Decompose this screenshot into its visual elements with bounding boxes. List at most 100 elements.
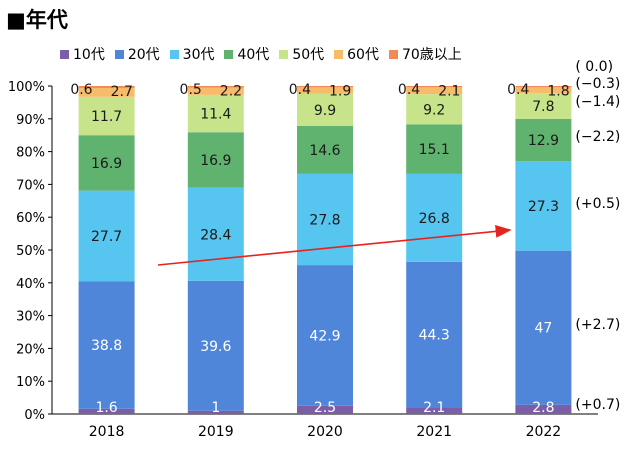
bar-segment — [78, 96, 135, 136]
bar-segment — [406, 407, 463, 414]
bar-segment — [187, 86, 244, 88]
chart-title: ■年代 — [6, 8, 68, 32]
y-tick-label: 10% — [16, 375, 45, 390]
legend-item: 60代 — [334, 44, 379, 64]
bar-segment — [187, 187, 244, 281]
legend-swatch — [334, 49, 344, 59]
legend-item: 30代 — [169, 44, 214, 64]
data-label: 0.4 — [289, 82, 311, 98]
bar-segment — [297, 405, 353, 414]
data-label: 16.9 — [91, 156, 122, 172]
bar-segment — [406, 173, 463, 262]
x-tick-label: 2021 — [416, 424, 452, 440]
legend-item: 40代 — [224, 44, 269, 64]
bar-segment — [297, 86, 353, 88]
change-label: (−0.3) — [575, 76, 620, 92]
legend-item: 10代 — [60, 44, 105, 64]
data-label: 0.6 — [70, 82, 92, 98]
change-label: (−1.4) — [575, 94, 620, 110]
legend-label: 20代 — [127, 47, 160, 63]
bar-segment — [406, 94, 463, 125]
bar-segment — [515, 93, 572, 119]
bar-segment — [297, 126, 353, 174]
data-label: 39.6 — [200, 339, 231, 355]
x-tick-label: 2022 — [526, 424, 562, 440]
data-label: 9.9 — [314, 103, 336, 119]
change-label: ( 0.0) — [575, 59, 613, 75]
bar-segment — [297, 87, 353, 94]
y-tick-label: 100% — [8, 80, 45, 95]
legend: 10代 20代 30代 40代 50代 60代 70歳以上 — [60, 44, 462, 64]
data-label: 2.1 — [438, 83, 460, 99]
x-tick-label: 2019 — [198, 424, 234, 440]
data-label: 16.9 — [200, 153, 231, 169]
data-label: 2.1 — [423, 400, 445, 416]
bar-segment — [515, 161, 572, 251]
bar-segment — [187, 132, 244, 188]
bar-segment — [406, 87, 463, 95]
bar-segment — [187, 94, 244, 133]
y-tick-label: 30% — [16, 310, 45, 325]
legend-label: 50代 — [292, 47, 325, 63]
data-label: 2.2 — [220, 84, 242, 100]
x-tick-label: 2020 — [307, 424, 343, 440]
data-label: 0.4 — [398, 82, 420, 98]
data-label: 2.7 — [111, 84, 133, 100]
bar-segment — [187, 410, 244, 414]
bar-segment — [297, 93, 353, 127]
legend-item: 70歳以上 — [388, 44, 462, 64]
data-label: 2.5 — [314, 400, 336, 416]
data-label: 11.7 — [91, 109, 122, 125]
data-label: 27.7 — [91, 229, 122, 245]
legend-swatch — [279, 49, 289, 59]
y-tick-label: 70% — [16, 178, 45, 193]
data-label: 27.3 — [528, 199, 559, 215]
data-label: 11.4 — [200, 107, 231, 123]
bar-segment — [515, 118, 572, 162]
y-tick-label: 0% — [24, 408, 45, 423]
data-label: 7.8 — [532, 99, 554, 115]
data-label: 0.4 — [507, 82, 529, 98]
trend-arrow — [157, 225, 512, 266]
bar-segment — [78, 281, 135, 409]
x-tick-label: 2018 — [89, 424, 125, 440]
data-label: 28.4 — [200, 227, 231, 243]
change-label: (+0.7) — [575, 397, 620, 413]
bar-segment — [187, 280, 244, 411]
data-label: 1 — [211, 400, 220, 416]
legend-label: 40代 — [237, 47, 270, 63]
legend-swatch — [60, 49, 69, 59]
bar-segment — [515, 250, 572, 405]
data-label: 38.8 — [91, 338, 122, 354]
bar-segment — [78, 86, 135, 88]
data-label: 1.6 — [95, 400, 117, 416]
bar-segment — [297, 265, 353, 406]
legend-item: 50代 — [279, 44, 324, 64]
bar-segment — [515, 87, 572, 94]
legend-swatch — [169, 49, 179, 59]
legend-label: 60代 — [347, 47, 379, 63]
y-tick-label: 50% — [16, 244, 45, 259]
change-label: (+0.5) — [575, 196, 620, 212]
legend-item: 20代 — [114, 44, 160, 64]
legend-swatch — [114, 49, 124, 59]
data-label: 0.5 — [180, 82, 202, 98]
legend-swatch — [224, 49, 234, 59]
change-label: (−2.2) — [575, 129, 620, 145]
data-label: 26.8 — [419, 211, 450, 227]
bar-segment — [515, 404, 572, 414]
data-label: 42.9 — [309, 328, 340, 344]
legend-label: 70歳以上 — [401, 47, 462, 63]
data-label: 44.3 — [419, 327, 450, 343]
y-tick-label: 60% — [16, 211, 45, 226]
legend-swatch — [388, 49, 398, 59]
data-label: 12.9 — [528, 133, 559, 149]
data-label: 47 — [534, 321, 552, 337]
change-label: (+2.7) — [575, 317, 620, 333]
y-tick-label: 40% — [16, 277, 45, 292]
bar-segment — [78, 408, 135, 414]
data-label: 2.8 — [532, 400, 554, 416]
bar-segment — [187, 87, 244, 95]
data-label: 27.8 — [309, 212, 340, 228]
